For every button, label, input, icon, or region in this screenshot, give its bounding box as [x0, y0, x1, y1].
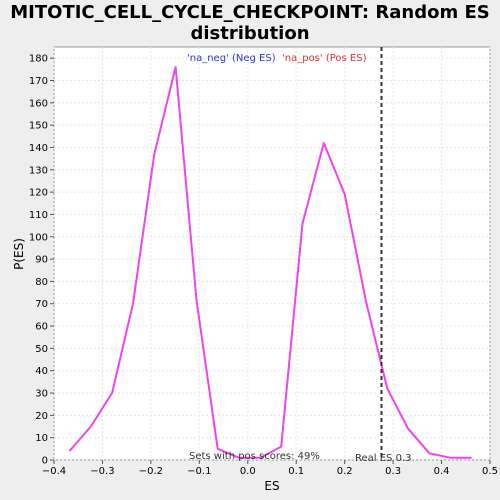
x-tick-label: 0.1 — [288, 466, 304, 477]
x-tick-label: 0.3 — [385, 466, 401, 477]
y-tick-label: 20 — [35, 411, 48, 422]
plot-area — [53, 46, 491, 461]
y-tick-label: 120 — [29, 188, 48, 199]
x-tick-label: −0.2 — [139, 466, 163, 477]
x-tick-label: 0.0 — [240, 466, 256, 477]
y-tick-label: 30 — [35, 389, 48, 400]
y-tick-label: 70 — [35, 299, 48, 310]
x-tick-label: 0.4 — [434, 466, 450, 477]
x-tick-label: 0.2 — [337, 466, 353, 477]
pos-scores-annotation: Sets with pos scores: 49% — [189, 451, 320, 462]
x-tick-label: −0.3 — [90, 466, 114, 477]
y-tick-label: 80 — [35, 277, 48, 288]
y-tick-label: 90 — [35, 255, 48, 266]
y-axis-label: P(ES) — [12, 238, 26, 270]
chart-title-line1: MITOTIC_CELL_CYCLE_CHECKPOINT: Random ES — [10, 2, 490, 23]
series-layer — [68, 66, 472, 459]
real-es-label: Real ES 0.3 — [355, 453, 411, 464]
y-tick-label: 180 — [29, 54, 48, 65]
y-tick-label: 60 — [35, 322, 48, 333]
x-tick-label: −0.1 — [187, 466, 211, 477]
es-distribution-line — [68, 66, 472, 459]
y-tick-label: 110 — [29, 210, 48, 221]
y-tick-label: 170 — [29, 76, 48, 87]
y-tick-label: 40 — [35, 366, 48, 377]
y-tick-label: 140 — [29, 143, 48, 154]
y-tick-label: 160 — [29, 98, 48, 109]
x-tick-label: 0.5 — [482, 466, 498, 477]
x-tick-label: −0.4 — [42, 466, 66, 477]
legend-neg-es: 'na_neg' (Neg ES) — [187, 53, 276, 64]
y-tick-label: 130 — [29, 165, 48, 176]
y-tick-label: 10 — [35, 433, 48, 444]
y-tick-label: 150 — [29, 121, 48, 132]
y-tick-label: 100 — [29, 232, 48, 243]
chart-title-line2: distribution — [190, 23, 310, 44]
y-tick-label: 0 — [42, 456, 48, 467]
legend-pos-es: 'na_pos' (Pos ES) — [282, 53, 367, 64]
grid-lines — [53, 47, 491, 461]
axes: 0 10 20 30 40 50 60 70 80 90 100 110 120 130 140 150 160… — [29, 54, 498, 477]
chart-title: MITOTIC_CELL_CYCLE_CHECKPOINT: Random ES… — [0, 2, 500, 44]
y-tick-label: 50 — [35, 344, 48, 355]
x-axis-label: ES — [264, 479, 279, 493]
